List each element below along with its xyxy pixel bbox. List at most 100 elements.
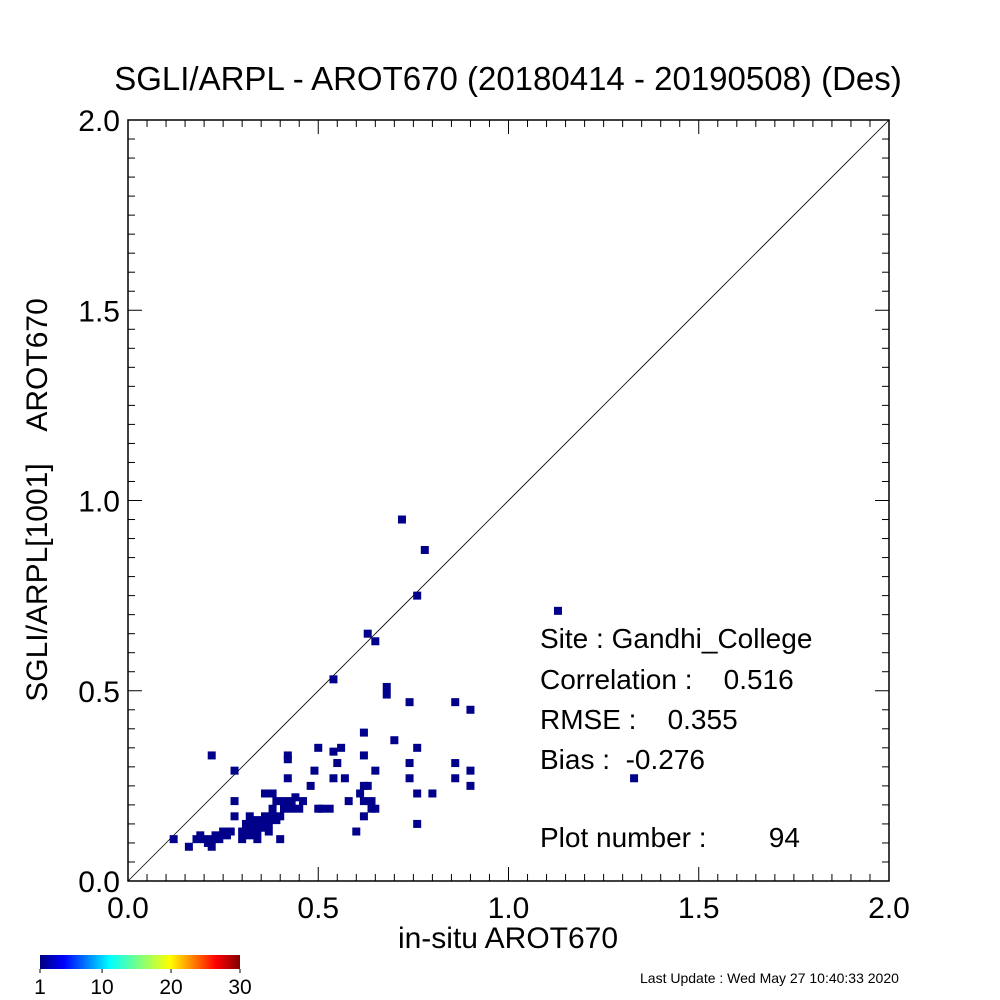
data-point — [276, 835, 285, 844]
data-point — [359, 812, 368, 821]
chart-title: SGLI/ARPL - AROT670 (20180414 - 20190508… — [114, 60, 902, 97]
data-point — [340, 774, 349, 783]
data-point — [257, 823, 266, 832]
data-point — [226, 827, 235, 836]
data-point — [238, 827, 247, 836]
data-point — [553, 606, 562, 615]
data-point — [352, 827, 361, 836]
data-point — [359, 797, 368, 806]
x-axis-label: in-situ AROT670 — [398, 922, 618, 955]
data-point — [230, 766, 239, 775]
stat-site: Site : Gandhi_College — [540, 623, 812, 654]
data-point — [314, 743, 323, 752]
data-point — [264, 827, 273, 836]
data-point — [287, 804, 296, 813]
colorbar-label: 30 — [228, 976, 251, 999]
data-point — [260, 812, 269, 821]
data-point — [413, 591, 422, 600]
data-point — [466, 705, 475, 714]
data-point — [405, 698, 414, 707]
stats-box: Site : Gandhi_College Correlation : 0.51… — [540, 623, 812, 853]
data-point — [291, 793, 300, 802]
minor-ticks — [128, 120, 889, 881]
data-point — [238, 835, 247, 844]
data-point — [451, 698, 460, 707]
x-tick-label: 2.0 — [868, 892, 910, 925]
one-to-one-line — [127, 119, 890, 882]
data-point — [405, 774, 414, 783]
data-point — [268, 804, 277, 813]
data-point — [245, 823, 254, 832]
y-tick-label: 0.5 — [78, 676, 120, 709]
last-update-text: Last Update : Wed May 27 10:40:33 2020 — [640, 970, 899, 986]
data-point — [318, 804, 327, 813]
data-point — [276, 812, 285, 821]
data-point — [356, 789, 365, 798]
data-point — [451, 759, 460, 768]
colorbar-labels: 1 10 20 30 — [34, 976, 252, 999]
data-point — [215, 835, 224, 844]
major-ticks — [127, 119, 890, 882]
data-point — [413, 743, 422, 752]
colorbar-label: 10 — [90, 976, 113, 999]
data-point — [390, 736, 399, 745]
x-tick-labels: 0.0 0.5 1.0 1.5 2.0 — [107, 892, 910, 925]
data-point — [306, 781, 315, 790]
data-point — [428, 789, 437, 798]
y-tick-label: 1.5 — [78, 295, 120, 328]
stat-plot-number: Plot number : 94 — [540, 822, 800, 853]
data-points — [169, 515, 639, 851]
data-point — [371, 804, 380, 813]
data-point — [329, 774, 338, 783]
data-point — [337, 743, 346, 752]
x-tick-label: 1.5 — [678, 892, 720, 925]
data-point — [363, 781, 372, 790]
y-tick-labels: 0.0 0.5 1.0 1.5 2.0 — [78, 105, 120, 899]
data-point — [363, 629, 372, 638]
data-point — [310, 766, 319, 775]
stat-bias: Bias : -0.276 — [540, 744, 705, 775]
colorbar-label: 1 — [34, 976, 46, 999]
x-tick-label: 1.0 — [488, 892, 530, 925]
stat-correlation: Correlation : 0.516 — [540, 664, 794, 695]
data-point — [630, 774, 639, 783]
data-point — [329, 675, 338, 684]
data-point — [230, 797, 239, 806]
x-tick-label: 0.5 — [297, 892, 339, 925]
data-point — [344, 797, 353, 806]
data-point — [325, 804, 334, 813]
data-point — [359, 728, 368, 737]
y-tick-label: 2.0 — [78, 105, 120, 138]
data-point — [382, 682, 391, 691]
data-point — [466, 766, 475, 775]
data-point — [268, 789, 277, 798]
stat-rmse: RMSE : 0.355 — [540, 704, 738, 735]
data-point — [283, 774, 292, 783]
data-point — [420, 545, 429, 554]
data-point — [184, 842, 193, 851]
data-point — [295, 804, 304, 813]
data-point — [466, 781, 475, 790]
y-tick-label: 1.0 — [78, 486, 120, 519]
data-point — [264, 819, 273, 828]
data-point — [329, 747, 338, 756]
data-point — [253, 835, 262, 844]
data-point — [397, 515, 406, 524]
colorbar-label: 20 — [159, 976, 182, 999]
colorbar: 1 10 20 30 — [34, 955, 252, 999]
colorbar-gradient — [40, 955, 240, 969]
data-point — [299, 797, 308, 806]
data-point — [413, 789, 422, 798]
colorbar-ticks — [39, 969, 241, 973]
data-point — [413, 819, 422, 828]
data-point — [333, 759, 342, 768]
data-point — [405, 759, 414, 768]
data-point — [207, 751, 216, 760]
y-axis-label: SGLI/ARPL[1001] AROT670 — [21, 298, 54, 702]
data-point — [371, 766, 380, 775]
y-tick-label: 0.0 — [78, 866, 120, 899]
data-point — [245, 831, 254, 840]
data-point — [230, 812, 239, 821]
data-point — [359, 751, 368, 760]
